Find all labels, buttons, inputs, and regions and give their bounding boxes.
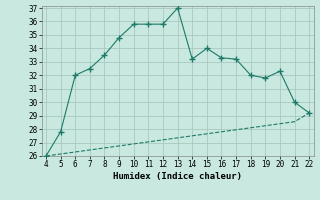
X-axis label: Humidex (Indice chaleur): Humidex (Indice chaleur)	[113, 172, 242, 181]
